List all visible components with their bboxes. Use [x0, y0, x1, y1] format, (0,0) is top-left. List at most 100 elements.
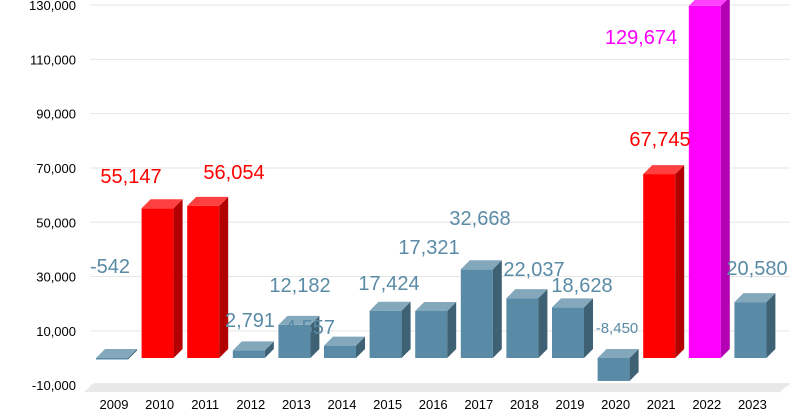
x-tick-label: 2009: [100, 397, 129, 412]
bar-top: [141, 199, 183, 209]
y-axis-tick-labels: -10,000 10,000 30,000 50,000 70,000 90,000 110…: [29, 0, 76, 393]
bar-top: [232, 341, 274, 351]
bar-side: [128, 349, 137, 360]
data-label-2015: 17,424: [358, 273, 419, 295]
bar-front: [187, 205, 220, 358]
y-tick-label: -10,000: [32, 378, 76, 393]
data-label-2014: 4,557: [285, 317, 335, 339]
chart-floor: [84, 383, 790, 393]
y-tick-label: 50,000: [36, 215, 76, 230]
bar-2018: [506, 289, 548, 358]
bar-side: [173, 199, 183, 358]
bar-top: [597, 349, 639, 358]
data-label-2017: 32,668: [449, 208, 510, 230]
bar-front: [734, 302, 767, 358]
data-label-2016: 17,321: [398, 237, 459, 259]
bar-side: [584, 298, 593, 358]
data-label-2013: 12,182: [269, 275, 330, 297]
bar-2010: [141, 199, 183, 358]
x-tick-label: 2015: [373, 397, 402, 412]
bar-top: [324, 336, 365, 346]
y-tick-label: 70,000: [36, 161, 76, 176]
bar-side: [538, 289, 548, 358]
x-tick-label: 2019: [556, 397, 585, 412]
bar-2014: [324, 336, 365, 358]
bar-side: [447, 301, 457, 358]
data-label-2021: 67,745: [629, 129, 690, 151]
bar-2011: [187, 196, 229, 358]
bar-front: [688, 5, 721, 359]
bar-side: [675, 165, 685, 358]
bar-2022: [688, 0, 730, 359]
bar-2019: [552, 298, 593, 358]
bar-front: [96, 358, 128, 360]
bar-top: [278, 315, 320, 325]
bar-top: [96, 349, 137, 358]
bar-front: [597, 358, 630, 381]
x-tick-label: 2023: [738, 397, 767, 412]
bar-side: [264, 341, 274, 358]
bar-top: [369, 301, 411, 311]
bar-front: [552, 307, 584, 358]
bar-front: [278, 324, 311, 358]
y-tick-label: 10,000: [36, 324, 76, 339]
bar-2016: [415, 301, 457, 358]
bar-front: [415, 310, 448, 358]
bar-top: [688, 0, 727, 6]
bar-2015: [369, 301, 411, 358]
bar-side: [219, 196, 229, 358]
x-tick-label: 2011: [191, 397, 219, 412]
bar-top: [460, 260, 502, 270]
bar-top: [187, 196, 229, 206]
floor-plane: [84, 383, 790, 393]
y-tick-label: 90,000: [36, 107, 76, 122]
bar-2013: [278, 315, 320, 358]
bars: [96, 0, 776, 381]
bar-side: [492, 260, 502, 358]
data-label-2012: 2,791: [225, 310, 275, 332]
data-label-2010: 55,147: [100, 166, 161, 188]
data-label-2020: -8,450: [596, 320, 639, 337]
data-label-2019: 18,628: [551, 275, 612, 297]
bar-front: [643, 174, 676, 358]
bar-front: [506, 298, 539, 358]
x-tick-label: 2021: [647, 397, 676, 412]
data-label-2022: 129,674: [605, 27, 677, 49]
bar-side: [766, 293, 776, 358]
bar-top: [643, 165, 685, 175]
bar-2023: [734, 293, 776, 358]
x-tick-label: 2012: [236, 397, 265, 412]
y-tick-label: 130,000: [29, 0, 76, 13]
bar-2021: [643, 165, 685, 358]
x-tick-label: 2016: [419, 397, 448, 412]
bar-2009: [96, 349, 137, 360]
bar-top: [734, 293, 776, 303]
x-tick-label: 2010: [145, 397, 174, 412]
y-tick-label: 30,000: [36, 270, 76, 285]
bar-2020: [597, 349, 639, 381]
bar-side: [720, 0, 730, 358]
x-tick-label: 2022: [692, 397, 721, 412]
bar-side: [401, 301, 411, 358]
bar-side: [310, 315, 320, 358]
bar-2017: [460, 260, 502, 358]
data-label-2018: 22,037: [503, 259, 564, 281]
data-label-2023: 20,580: [726, 258, 787, 280]
bar-side: [356, 336, 365, 358]
data-label-2011: 56,054: [203, 162, 264, 184]
bar-top: [506, 289, 548, 299]
x-tick-label: 2017: [464, 397, 493, 412]
bar-front: [232, 350, 265, 358]
bar-front: [141, 208, 174, 358]
x-axis-tick-labels: 2009 2010 2011 2012 2013 2014 2015 2016 2017 2018…: [100, 397, 767, 412]
x-tick-label: 2013: [282, 397, 311, 412]
bar-side: [629, 349, 639, 381]
x-tick-label: 2014: [328, 397, 357, 412]
x-tick-label: 2020: [601, 397, 630, 412]
data-label-2009: -542: [90, 256, 130, 278]
bar-front: [369, 310, 402, 358]
y-tick-label: 110,000: [30, 52, 76, 67]
bar-2012: [232, 341, 274, 358]
data-labels: -542 55,147 56,054 2,791 12,182 4,557 17,424 17…: [90, 27, 788, 339]
